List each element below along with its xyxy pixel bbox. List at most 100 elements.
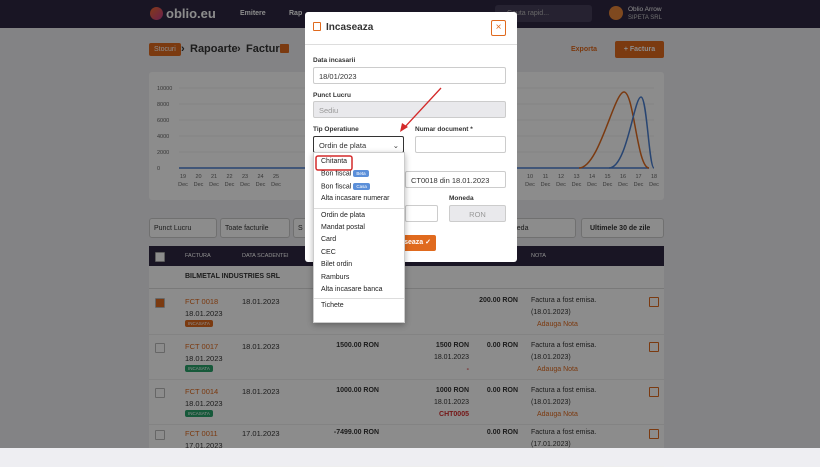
invoice-number[interactable]: FCT 0011 — [185, 429, 218, 438]
rest-amount: 0.00 RON — [486, 429, 518, 436]
dropdown-option[interactable]: Chitanta — [321, 158, 347, 165]
column-header: DATA SCADENTEI — [242, 253, 289, 259]
input-value: Ordin de plata — [319, 141, 367, 150]
field-label: Punct Lucru — [313, 92, 351, 99]
dropdown-option[interactable]: Alta incasare numerar — [321, 195, 389, 202]
y-tick-label: 2000 — [157, 150, 169, 156]
breadcrumb-item[interactable]: Rapoarte — [190, 43, 238, 55]
paid-document: CHT0005 — [439, 411, 469, 418]
paid-document: - — [466, 366, 469, 373]
x-tick-label: 20 — [195, 174, 201, 180]
x-tick-label: 18 — [651, 174, 657, 180]
checkbox[interactable] — [155, 252, 165, 262]
filter[interactable]: Ultimele 30 de zile — [581, 218, 664, 238]
dropdown-option[interactable]: Alta incasare banca — [321, 286, 382, 293]
new-invoice-button[interactable]: + Factura — [615, 41, 664, 58]
highlight-box — [315, 155, 353, 171]
dropdown: Chitanta Bon fiscal Beta Bon fiscal Casa Alta… — [313, 152, 405, 323]
search-box[interactable]: Cauta rapid... — [495, 5, 592, 22]
row-action[interactable] — [649, 429, 659, 439]
document-input[interactable] — [415, 136, 506, 153]
field-label: Moneda — [449, 195, 474, 202]
x-tick-label: Dec — [225, 182, 235, 188]
x-tick-label: Dec — [271, 182, 281, 188]
option-label: Mandat postal — [321, 224, 365, 231]
add-note[interactable]: Adauga Nota — [537, 366, 578, 373]
dropdown-option[interactable]: CEC — [321, 249, 336, 256]
dropdown-option[interactable]: Ramburs — [321, 274, 349, 281]
dropdown-option[interactable]: Card — [321, 236, 336, 243]
checkbox[interactable] — [155, 298, 165, 308]
input-value: Sediu — [319, 106, 339, 115]
user-name: Oblio Arrow — [628, 6, 662, 13]
x-tick-label: 12 — [558, 174, 564, 180]
menu-item[interactable]: Rap — [289, 10, 303, 17]
field-label: Numar document * — [415, 126, 473, 133]
add-note[interactable]: Adauga Nota — [537, 411, 578, 418]
dropdown-option[interactable]: Bon fiscal Casa — [321, 182, 370, 191]
note-date: (17.01.2023) — [531, 441, 571, 448]
add-note[interactable]: Adauga Nota — [537, 321, 578, 328]
currency-select: RON — [449, 205, 506, 222]
row-action[interactable] — [649, 387, 659, 397]
series-line — [608, 96, 655, 169]
avatar[interactable] — [609, 6, 623, 20]
x-tick-label: Dec — [240, 182, 250, 188]
export-button[interactable]: Exporta — [571, 46, 598, 53]
checkbox[interactable] — [155, 430, 165, 440]
row-action[interactable] — [649, 297, 659, 307]
breadcrumb-item: Facturi — [246, 43, 283, 55]
x-tick-label: Dec — [603, 182, 613, 188]
breadcrumb-badge[interactable]: Stocuri — [149, 43, 181, 56]
x-tick-label: Dec — [556, 182, 566, 188]
option-label: Tichete — [321, 302, 344, 310]
report-icon[interactable] — [280, 44, 289, 53]
modal-divider — [305, 44, 517, 45]
checkbox[interactable] — [155, 343, 165, 353]
amount-input[interactable] — [405, 205, 438, 222]
x-tick-label: Dec — [194, 182, 204, 188]
logo[interactable]: oblio.eu — [166, 6, 216, 21]
rest-amount: 0.00 RON — [486, 342, 518, 349]
dropdown-option[interactable]: Bilet ordin — [321, 261, 352, 268]
invoice-number[interactable]: FCT 0018 — [185, 297, 219, 306]
input-value: RON — [469, 210, 486, 219]
close-button[interactable]: × — [491, 20, 506, 36]
option-label: Bon fiscal — [321, 183, 352, 191]
row-separator — [149, 334, 664, 335]
row-action[interactable] — [649, 342, 659, 352]
arrow-line — [403, 87, 442, 129]
invoice-number[interactable]: FCT 0017 — [185, 342, 219, 351]
y-tick-label: 6000 — [157, 118, 169, 124]
dropdown-option[interactable]: Tichete — [321, 302, 344, 309]
option-label: CEC — [321, 248, 336, 256]
invoice-number[interactable]: FCT 0014 — [185, 387, 219, 396]
x-tick-label: 14 — [589, 174, 595, 180]
description-input[interactable]: CT0018 din 18.01.2023 — [405, 171, 506, 188]
x-tick-label: 17 — [635, 174, 641, 180]
search-placeholder: Cauta rapid... — [507, 10, 550, 17]
row-separator — [149, 424, 664, 425]
x-tick-label: 21 — [211, 174, 217, 180]
paid-date: 18.01.2023 — [433, 399, 469, 406]
x-tick-label: 25 — [273, 174, 279, 180]
due-date: 18.01.2023 — [242, 387, 280, 396]
x-tick-label: Dec — [618, 182, 628, 188]
note: Factura a fost emisa. — [531, 297, 597, 304]
filter[interactable]: Punct Lucru — [149, 218, 217, 238]
filter[interactable]: Toate facturile — [220, 218, 290, 238]
date-input[interactable]: 18/01/2023 — [313, 67, 506, 84]
menu-item[interactable]: Emitere — [240, 10, 266, 17]
rest-amount: 200.00 RON — [479, 297, 518, 304]
note-date: (18.01.2023) — [531, 309, 571, 316]
y-tick-label: 0 — [157, 166, 160, 172]
x-tick-label: 15 — [604, 174, 610, 180]
option-label: Ramburs — [321, 273, 350, 281]
checkbox[interactable] — [155, 388, 165, 398]
x-tick-label: Dec — [649, 182, 659, 188]
dropdown-option[interactable]: Mandat postal — [321, 224, 365, 231]
dropdown-option[interactable]: Ordin de plata — [321, 212, 365, 219]
dropdown-option[interactable]: Bon fiscal Beta — [321, 170, 369, 178]
due-date: 17.01.2023 — [242, 429, 280, 438]
arrow-head — [400, 123, 408, 132]
